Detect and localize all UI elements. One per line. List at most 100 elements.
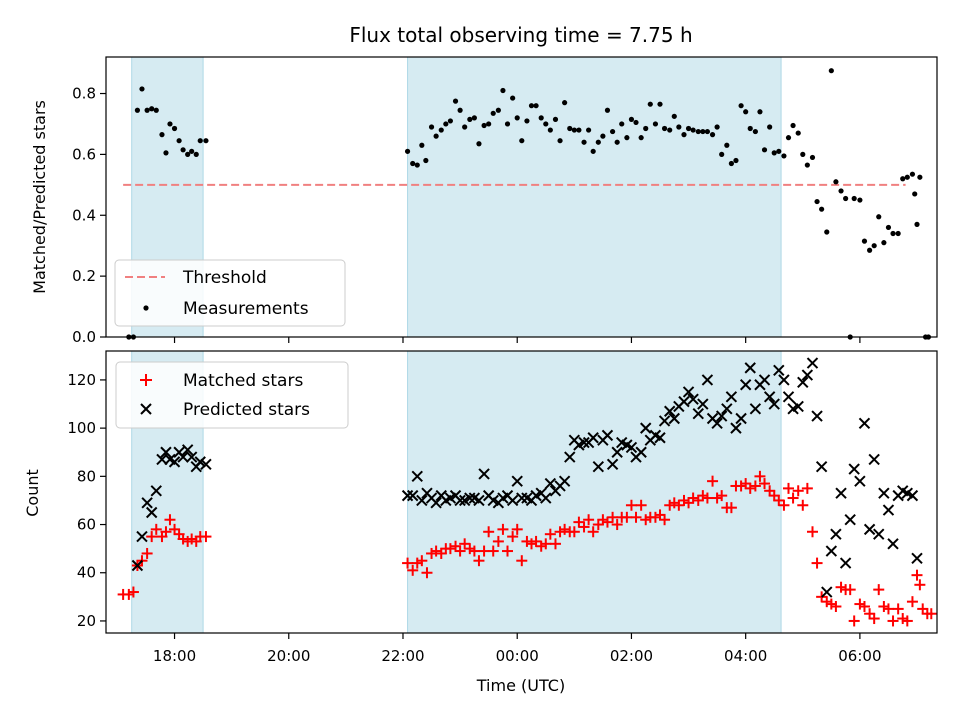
predicted-star-point — [587, 432, 599, 444]
predicted-star-point — [806, 357, 819, 369]
measurement-point — [495, 107, 501, 113]
measurement-point — [885, 224, 892, 231]
predicted-star-point — [654, 432, 666, 444]
measurement-point — [514, 115, 520, 121]
measurement-point — [193, 151, 199, 157]
matched-star-point — [906, 596, 918, 608]
measurement-point — [904, 174, 910, 180]
matched-star-point — [744, 482, 756, 494]
measurement-point — [628, 116, 635, 122]
top-axes-frame — [105, 56, 938, 338]
predicted-star-point — [540, 492, 552, 504]
predicted-star-point — [692, 407, 704, 420]
measurement-point — [581, 139, 587, 145]
predicted-star-point — [592, 460, 605, 473]
measurement-point — [490, 110, 496, 116]
predicted-star-point — [658, 415, 671, 427]
measurement-point — [159, 132, 165, 138]
matched-star-point — [625, 499, 637, 511]
predicted-star-point — [181, 444, 194, 456]
predicted-legend-label: Predicted stars — [183, 400, 310, 420]
predicted-star-point — [416, 494, 428, 507]
measurement-point — [609, 128, 616, 135]
measurement-point — [814, 198, 820, 205]
matched-star-point — [773, 494, 785, 506]
matched-star-point — [559, 523, 571, 535]
measurement-point — [153, 107, 159, 113]
measurement-point — [867, 247, 873, 253]
predicted-star-point — [678, 395, 690, 408]
predicted-star-point — [768, 398, 780, 410]
y-tick-label: 20 — [77, 612, 96, 630]
measurement-point — [552, 116, 559, 122]
matched-star-point — [844, 584, 856, 596]
matched-legend-label: Matched stars — [183, 371, 303, 391]
y-tick-label: 120 — [67, 371, 96, 389]
measurement-point — [462, 124, 468, 130]
measurement-point — [917, 174, 923, 180]
bottom-shaded-intervals — [131, 351, 782, 633]
matched-star-point — [540, 538, 552, 550]
top-legend-box — [114, 259, 346, 327]
ratio-panel: 0.0 0.2 0.4 0.6 0.8 Flux total observing tim… — [30, 23, 938, 346]
predicted-star-point — [564, 451, 576, 463]
matched-star-point — [601, 516, 613, 528]
measurement-point — [633, 119, 639, 126]
measurement-point — [471, 115, 477, 121]
matched-star-point — [487, 545, 499, 557]
measurement-point — [771, 150, 777, 156]
measurement-point — [819, 206, 825, 212]
measurement-point — [895, 230, 901, 237]
matched-star-point — [716, 490, 728, 502]
measurement-point — [643, 125, 649, 132]
measurement-point — [476, 141, 482, 147]
matched-star-point — [792, 485, 804, 497]
predicted-star-point — [721, 403, 733, 415]
measurement-point — [533, 103, 539, 109]
measurement-point — [410, 160, 416, 167]
predicted-star-point — [601, 429, 614, 442]
matched-legend-swatch — [140, 374, 152, 386]
predicted-star-point — [406, 489, 419, 502]
predicted-star-point — [411, 470, 423, 483]
predicted-star-point — [801, 369, 814, 381]
measurement-point — [809, 154, 816, 161]
predicted-star-point — [749, 403, 762, 415]
bottom-x-ticks: 18:00 20:00 22:00 00:00 02:00 04:00 06:00 — [153, 633, 882, 665]
measurement-point — [652, 121, 659, 127]
predicted-star-point — [906, 489, 919, 502]
predicted-star-point — [611, 446, 623, 458]
matched-star-point — [725, 502, 737, 514]
matched-star-point — [806, 526, 818, 538]
measurements-legend-label: Measurements — [183, 299, 309, 319]
measurement-point — [528, 103, 535, 109]
measurement-point — [504, 121, 511, 127]
matched-star-point — [701, 492, 713, 504]
y-tick-label: 60 — [77, 516, 96, 534]
matched-star-point — [858, 600, 870, 612]
measurement-point — [619, 121, 625, 127]
matched-star-point — [573, 516, 585, 528]
measurement-point — [828, 68, 834, 74]
measurement-point — [743, 109, 749, 115]
measurement-point — [685, 125, 692, 132]
matched-star-point — [787, 492, 799, 504]
predicted-star-point — [739, 379, 752, 391]
bottom-legend: Matched stars Predicted stars — [115, 361, 349, 429]
measurement-point — [567, 125, 573, 132]
predicted-star-point — [868, 453, 880, 466]
measurement-point — [752, 128, 758, 135]
count-panel: 20 40 60 80 100 120 18:00 20:00 22:00 00:00 02:00… — [23, 350, 938, 695]
measurement-point — [481, 122, 487, 129]
measurement-point — [790, 122, 796, 129]
predicted-star-point — [145, 506, 158, 519]
predicted-star-point — [200, 458, 212, 470]
predicted-star-point — [511, 475, 523, 487]
matched-star-point — [150, 523, 162, 535]
y-tick-label: 40 — [77, 564, 96, 582]
matched-star-point — [749, 480, 761, 492]
measurement-point — [795, 130, 801, 136]
matched-star-point — [146, 531, 158, 543]
measurement-point — [724, 142, 730, 148]
matched-star-point — [164, 514, 176, 526]
